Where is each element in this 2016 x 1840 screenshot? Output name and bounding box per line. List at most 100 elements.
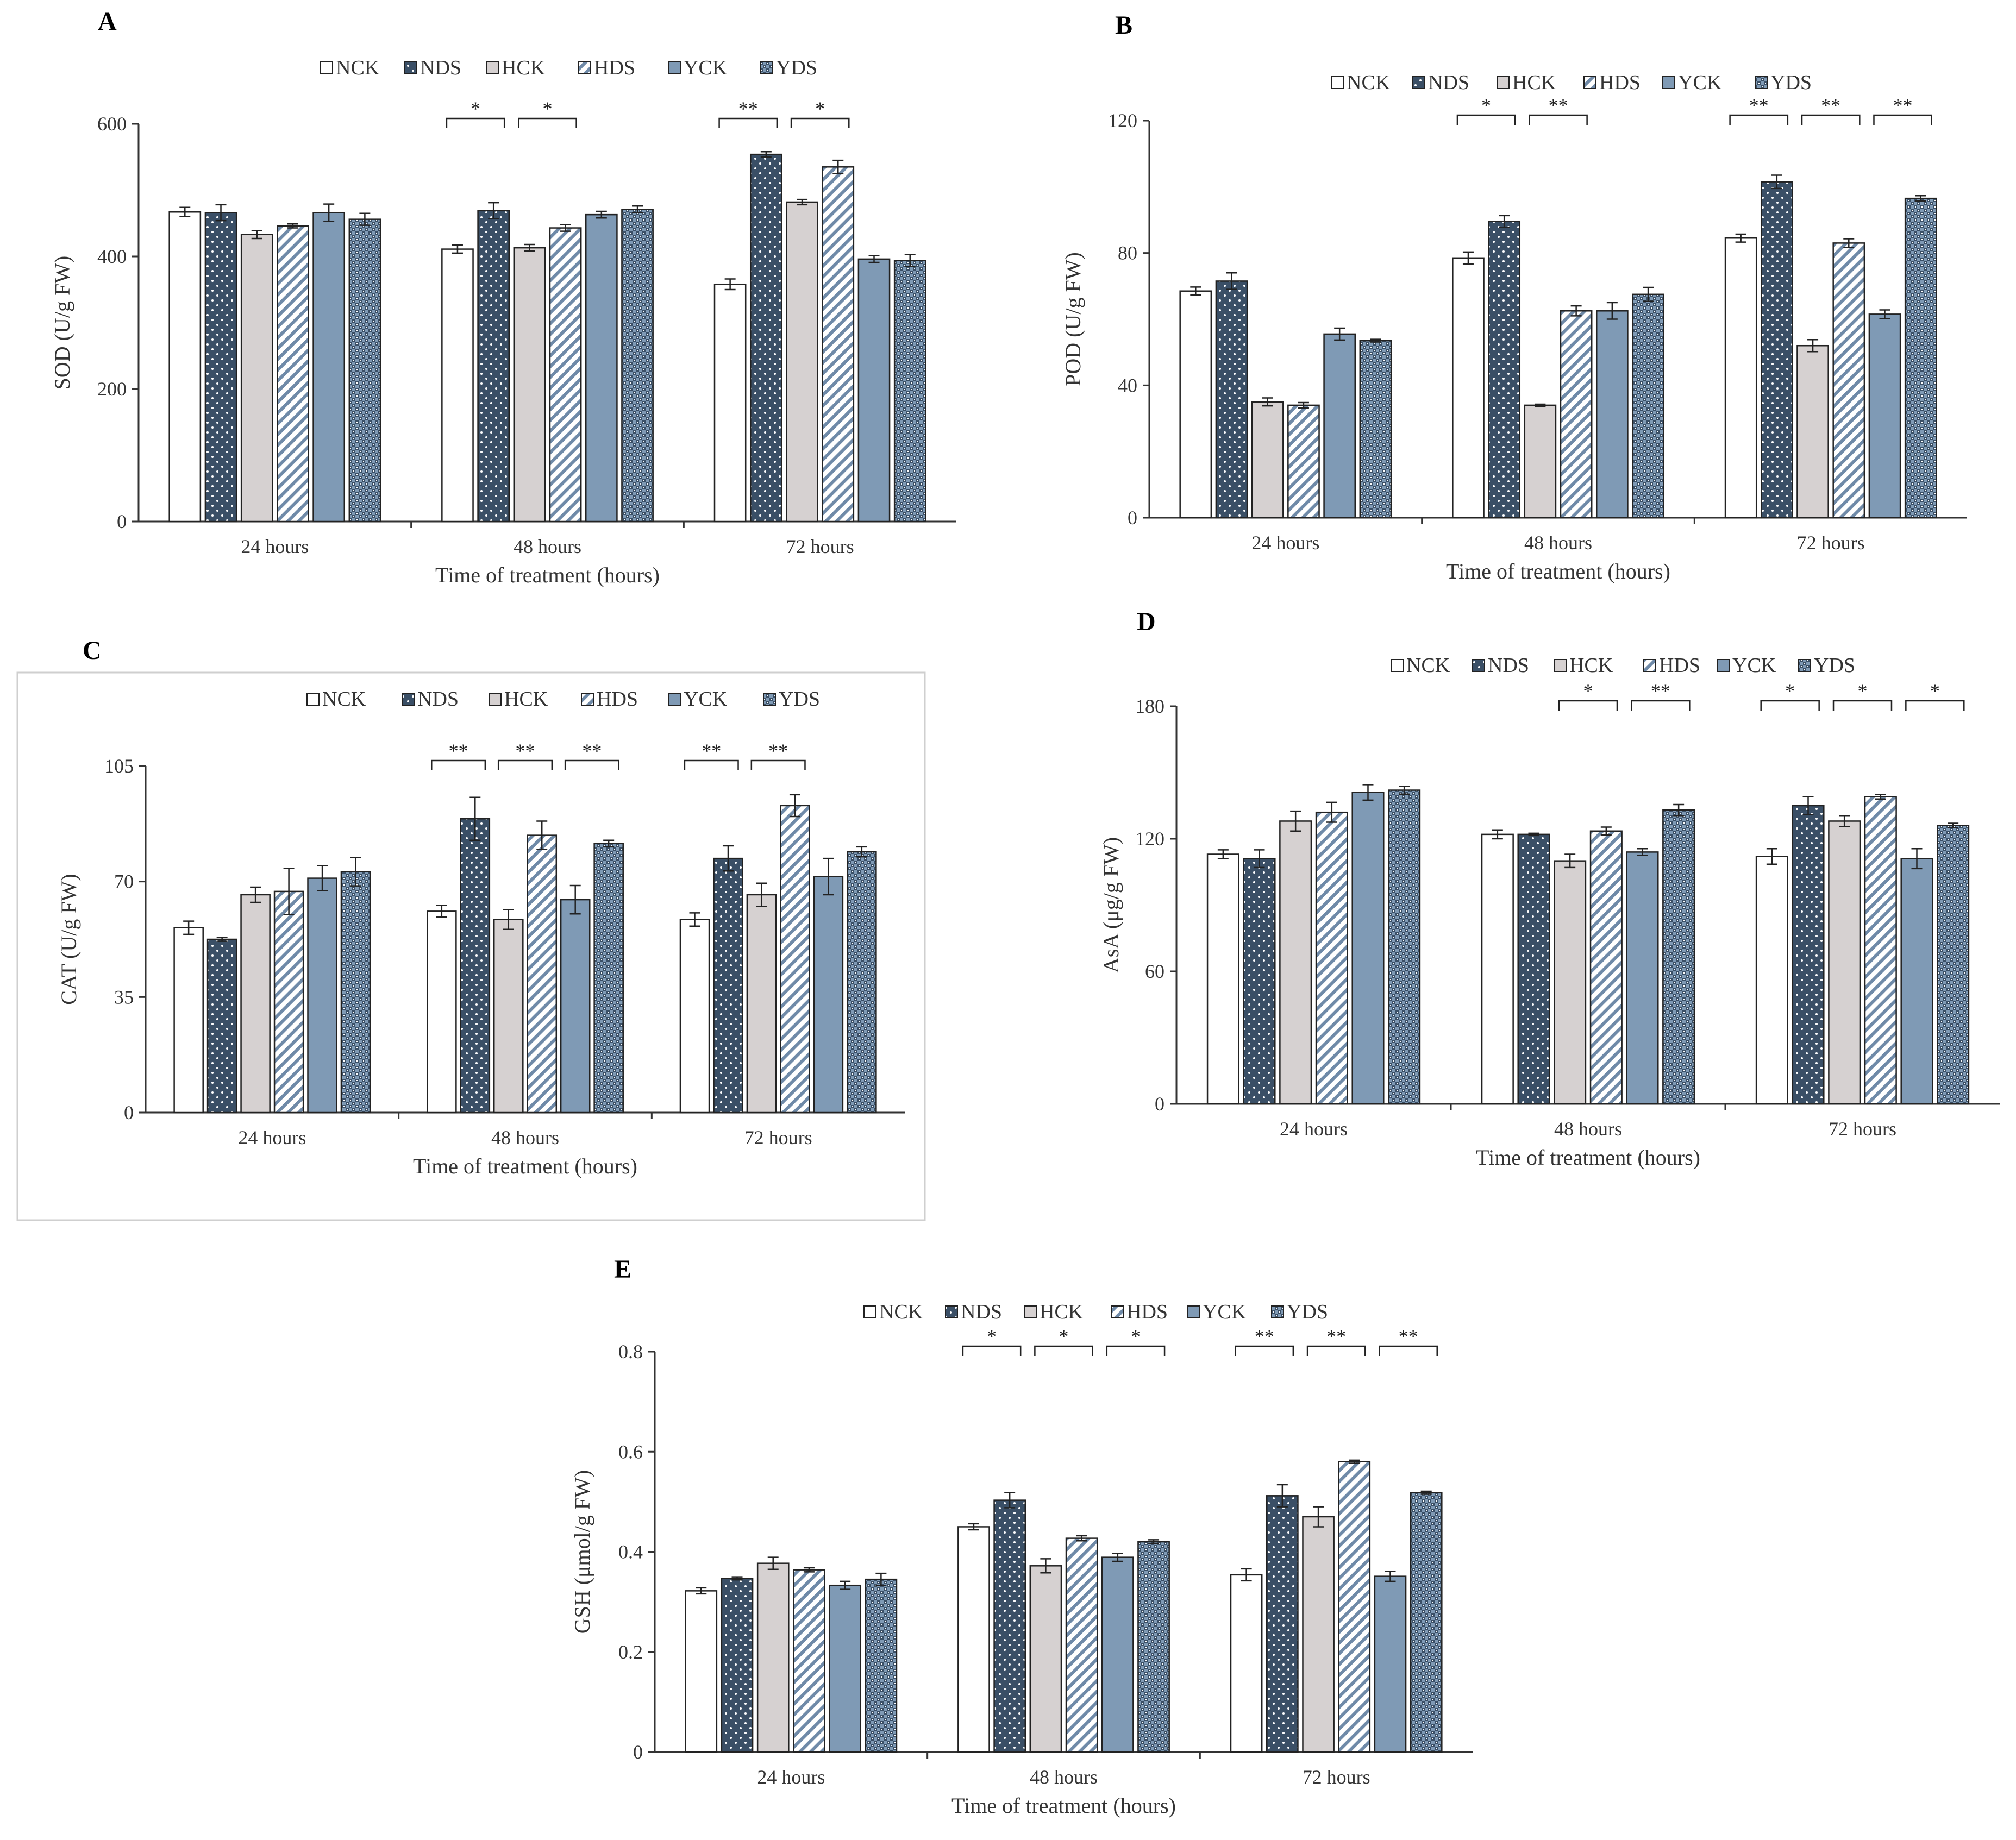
legend-item-yds: YDS xyxy=(1755,71,1812,94)
error-bar xyxy=(1420,1490,1432,1495)
error-bar xyxy=(1276,1484,1288,1508)
legend-label: HDS xyxy=(1659,654,1700,677)
legend-label: YDS xyxy=(779,688,820,711)
legend-label: NCK xyxy=(1406,654,1450,677)
error-bar xyxy=(756,882,767,907)
error-bar xyxy=(1370,338,1381,343)
error-bar xyxy=(904,254,916,267)
y-tick-label: 120 xyxy=(1135,828,1164,850)
error-bar xyxy=(632,205,643,213)
bar-hds xyxy=(793,1569,825,1753)
x-tick-label: 72 hours xyxy=(786,536,854,557)
error-bar xyxy=(1362,784,1374,801)
bar-yck xyxy=(857,258,891,523)
legend-swatch xyxy=(1717,659,1730,672)
significance-label: * xyxy=(1930,680,1940,702)
significance-label: * xyxy=(1059,1326,1069,1347)
legend-item-nds: NDS xyxy=(404,56,461,79)
error-bar xyxy=(1076,1535,1087,1542)
legend-item-hck: HCK xyxy=(1554,654,1613,677)
bar-yds xyxy=(1632,293,1664,519)
y-tick-label: 400 xyxy=(97,246,127,267)
bar-yds xyxy=(340,871,371,1114)
bar-hck xyxy=(240,894,271,1114)
panel-e-legend: NCK NDS HCK HDS YCK YDS xyxy=(863,1301,1328,1323)
panel-c-label: C xyxy=(83,636,102,665)
error-bar xyxy=(1112,1553,1123,1562)
legend-item-yck: YCK xyxy=(1187,1301,1247,1323)
bar-yck xyxy=(1101,1556,1134,1753)
panel-c: C NCK NDS HCK HDS YCK YDS 0 35 70 105 CAT (U/g FW) 2… xyxy=(57,636,905,1178)
legend-item-nck: NCK xyxy=(1331,71,1391,94)
error-bar xyxy=(856,846,867,858)
significance-label: * xyxy=(1858,680,1868,702)
bar-nck xyxy=(1755,856,1788,1105)
legend-label: NDS xyxy=(1428,71,1469,94)
x-tick-label: 48 hours xyxy=(514,536,581,557)
error-bar xyxy=(797,198,808,206)
panel-d-label: D xyxy=(1137,607,1156,636)
panel-b-legend: NCK NDS HCK HDS YCK YDS xyxy=(1331,71,1812,94)
significance-bracket: ** xyxy=(1729,95,1789,125)
legend-swatch xyxy=(1798,659,1811,672)
legend-swatch xyxy=(1583,76,1596,89)
legend-label: YCK xyxy=(1678,71,1722,94)
error-bar xyxy=(503,909,514,931)
legend-swatch xyxy=(1024,1305,1037,1318)
bar-yds xyxy=(348,218,381,523)
legend-swatch xyxy=(1662,76,1675,89)
legend-label: NDS xyxy=(1488,654,1529,677)
bar-yds xyxy=(847,851,877,1114)
legend-item-hds: HDS xyxy=(1111,1301,1168,1323)
bar-nck xyxy=(1452,257,1485,519)
error-bar xyxy=(183,920,195,935)
error-bar xyxy=(1148,1539,1160,1545)
error-bar xyxy=(488,202,499,219)
error-bar xyxy=(251,230,262,240)
y-tick-label: 70 xyxy=(114,871,134,893)
significance-label: ** xyxy=(582,740,602,762)
error-bar xyxy=(560,224,571,232)
legend-item-yds: YDS xyxy=(760,56,817,79)
panel-e-label: E xyxy=(614,1255,631,1284)
legend-item-nck: NCK xyxy=(1391,654,1450,677)
bar-nck xyxy=(679,919,710,1114)
y-tick-label: 200 xyxy=(97,378,127,400)
error-bar xyxy=(868,255,880,263)
error-bar xyxy=(1735,233,1746,243)
panel-b: B NCK NDS HCK HDS YCK YDS 0 40 80 120 POD (U/g FW) 2… xyxy=(1061,11,1967,583)
legend-item-yck: YCK xyxy=(668,688,728,711)
legend-item-yck: YCK xyxy=(1717,654,1776,677)
x-tick-label: 48 hours xyxy=(1030,1766,1098,1788)
legend-label: YDS xyxy=(776,56,817,79)
legend-swatch xyxy=(402,693,415,706)
error-bar xyxy=(968,1523,979,1531)
error-bar xyxy=(1399,785,1410,795)
error-bar xyxy=(215,204,227,222)
bar-nck xyxy=(168,211,202,523)
error-bar xyxy=(789,794,800,818)
error-bar xyxy=(1643,286,1654,302)
x-axis-label: Time of treatment (hours) xyxy=(951,1793,1176,1818)
error-bar xyxy=(1040,1558,1051,1574)
legend-swatch xyxy=(306,693,320,706)
legend-label: NDS xyxy=(961,1301,1002,1323)
legend-label: YCK xyxy=(1732,654,1776,677)
y-tick-label: 600 xyxy=(97,113,127,135)
bar-hds xyxy=(1287,404,1320,519)
error-bar xyxy=(323,203,335,222)
bar-yck xyxy=(1323,333,1356,519)
x-axis-label: Time of treatment (hours) xyxy=(1476,1145,1700,1170)
bar-hck xyxy=(1796,344,1829,519)
error-bar xyxy=(1771,174,1782,190)
error-bar xyxy=(1528,832,1539,837)
significance-bracket: * xyxy=(1456,95,1516,125)
significance-label: ** xyxy=(768,740,788,762)
error-bar xyxy=(1290,810,1301,832)
error-bar xyxy=(823,857,834,896)
bar-nds xyxy=(460,818,491,1114)
error-bar xyxy=(803,1567,815,1573)
significance-bracket: * xyxy=(790,98,850,128)
bar-nck xyxy=(1724,237,1757,519)
bar-nds xyxy=(1488,221,1521,519)
